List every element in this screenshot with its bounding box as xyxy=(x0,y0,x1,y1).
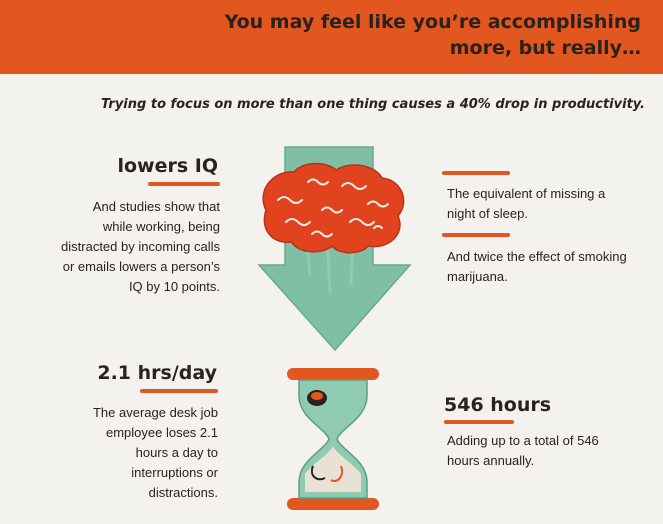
fact-1-divider xyxy=(442,171,510,175)
iq-body: And studies show that while working, bei… xyxy=(61,199,220,294)
hours-per-day-heading: 2.1 hrs/day xyxy=(97,362,217,384)
iq-divider xyxy=(148,182,220,186)
header-banner xyxy=(0,0,663,74)
hours-per-day-divider xyxy=(140,389,218,393)
hours-per-day-body: The average desk job employee loses 2.1 … xyxy=(92,405,218,500)
fact-2-divider xyxy=(442,233,510,237)
fact-2-text: And twice the effect of smoking marijuan… xyxy=(447,249,627,284)
annual-hours-heading: 546 hours xyxy=(444,394,552,416)
brain-icon xyxy=(262,162,405,254)
annual-hours-body: Adding up to a total of 546 hours annual… xyxy=(447,433,599,468)
iq-heading: lowers IQ xyxy=(117,155,218,177)
fact-1-text: The equivalent of missing a night of sle… xyxy=(447,186,606,221)
headline: You may feel like you’re accomplishing m… xyxy=(224,11,641,59)
annual-hours-divider xyxy=(444,420,514,424)
subtitle: Trying to focus on more than one thing c… xyxy=(100,97,645,112)
hourglass-icon xyxy=(287,368,379,510)
